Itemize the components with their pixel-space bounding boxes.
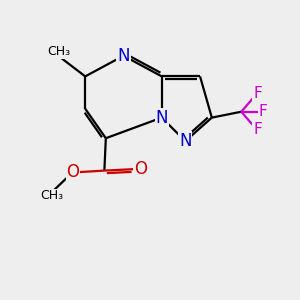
Text: CH₃: CH₃ — [47, 45, 70, 58]
Text: N: N — [155, 109, 168, 127]
Text: F: F — [259, 104, 268, 119]
Text: N: N — [179, 132, 192, 150]
Text: F: F — [253, 122, 262, 137]
Text: N: N — [117, 47, 130, 65]
Text: F: F — [253, 86, 262, 101]
Text: O: O — [66, 163, 80, 181]
Text: CH₃: CH₃ — [40, 189, 63, 202]
Text: O: O — [134, 160, 147, 178]
